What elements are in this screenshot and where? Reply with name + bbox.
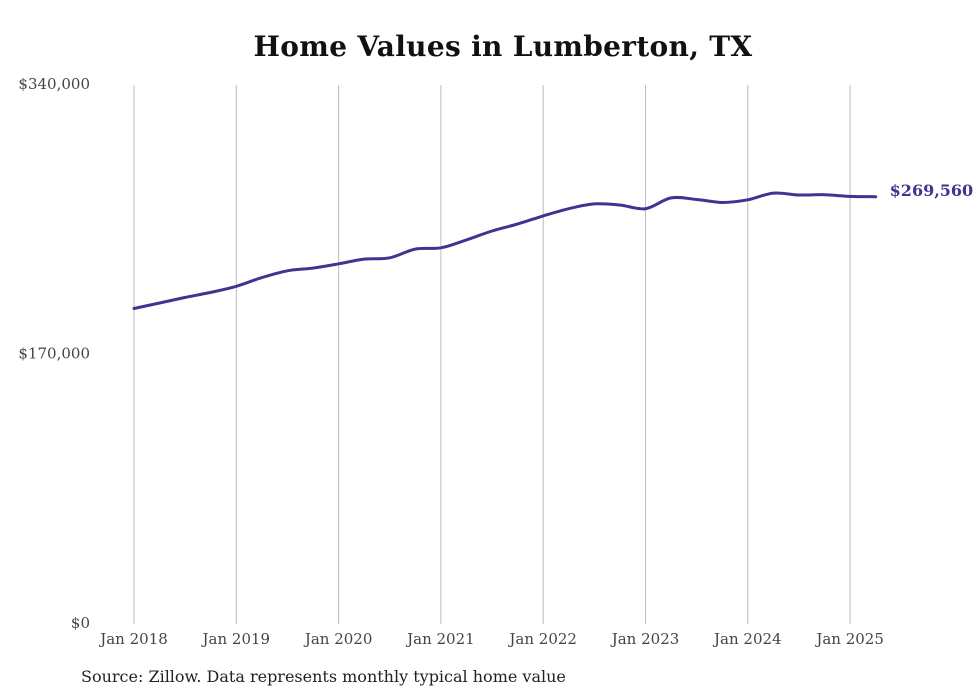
grid-layer — [133, 85, 851, 624]
x-tick-label: Jan 2020 — [303, 630, 373, 648]
x-tick-label: Jan 2024 — [712, 630, 782, 648]
x-tick-label: Jan 2021 — [405, 630, 475, 648]
series-layer: $269,560 — [132, 181, 974, 310]
x-tick-label: Jan 2025 — [814, 630, 884, 648]
x-axis-ticks: Jan 2018 Jan 2019 Jan 2020 Jan 2021 Jan 2022… — [98, 630, 884, 648]
y-axis-ticks: $340,000 $170,000 $0 — [18, 75, 90, 632]
y-tick-label: $0 — [71, 614, 90, 632]
x-tick-label: Jan 2023 — [610, 630, 680, 648]
y-tick-label: $340,000 — [18, 75, 90, 93]
y-tick-label: $170,000 — [18, 345, 90, 363]
end-value-label: $269,560 — [890, 181, 974, 200]
x-tick-label: Jan 2022 — [507, 630, 577, 648]
source-note: Source: Zillow. Data represents monthly … — [81, 667, 566, 686]
x-tick-label: Jan 2019 — [201, 630, 271, 648]
x-tick-label: Jan 2018 — [98, 630, 168, 648]
chart-title: Home Values in Lumberton, TX — [253, 30, 753, 63]
series-line — [132, 191, 878, 310]
